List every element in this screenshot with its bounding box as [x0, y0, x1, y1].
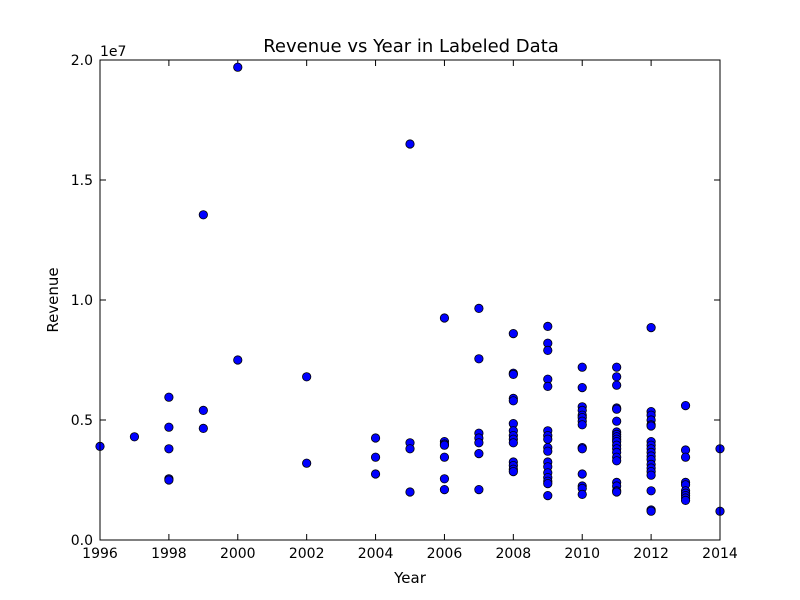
- data-point: [543, 381, 553, 391]
- data-points: [95, 62, 725, 516]
- data-point: [508, 328, 518, 339]
- data-point: [474, 484, 484, 495]
- data-point: [577, 489, 587, 499]
- data-point: [577, 444, 587, 454]
- data-point: [508, 466, 518, 477]
- data-point: [405, 139, 415, 149]
- data-point: [612, 372, 622, 382]
- data-point: [439, 474, 450, 484]
- x-axis-label: Year: [393, 569, 427, 587]
- data-point: [439, 313, 450, 323]
- data-point: [577, 420, 587, 430]
- data-point: [164, 392, 174, 402]
- data-point: [439, 452, 450, 462]
- data-point: [543, 490, 553, 501]
- x-tick-label: 2006: [427, 546, 463, 562]
- data-point: [543, 434, 553, 444]
- data-point: [474, 438, 484, 448]
- data-point: [612, 456, 622, 466]
- x-tick-label: 2010: [564, 546, 600, 562]
- data-point: [198, 210, 208, 220]
- x-tick-label: 2002: [289, 546, 325, 562]
- data-point: [439, 440, 450, 450]
- data-point: [543, 345, 553, 355]
- data-point: [164, 422, 174, 432]
- data-point: [577, 362, 587, 372]
- data-point: [233, 355, 243, 365]
- data-point: [577, 469, 587, 479]
- data-point: [405, 487, 415, 497]
- y-axis-label: Revenue: [44, 267, 62, 332]
- x-tick-label: 2008: [496, 546, 532, 562]
- data-point: [577, 382, 587, 393]
- data-point: [370, 433, 381, 443]
- axis-ticks: [99, 59, 721, 541]
- data-point: [646, 421, 656, 431]
- data-point: [129, 432, 140, 442]
- y-tick-label: 1.0: [71, 293, 93, 309]
- data-point: [302, 372, 312, 382]
- data-point: [612, 380, 622, 390]
- data-point: [233, 62, 243, 72]
- data-point: [680, 495, 691, 505]
- data-point: [370, 469, 381, 479]
- data-point: [612, 404, 622, 414]
- y-tick-label: 2.0: [71, 53, 93, 69]
- data-point: [474, 303, 484, 313]
- x-tick-label: 1996: [82, 546, 118, 562]
- data-point: [439, 484, 450, 495]
- data-point: [680, 452, 691, 462]
- data-point: [646, 506, 656, 516]
- data-point: [646, 322, 656, 333]
- data-point: [198, 405, 208, 415]
- data-point: [612, 362, 622, 372]
- x-tick-label: 2014: [702, 546, 738, 562]
- data-point: [646, 486, 656, 496]
- data-point: [164, 444, 174, 454]
- data-point: [508, 369, 518, 379]
- data-point: [680, 400, 691, 411]
- data-point: [508, 396, 518, 406]
- data-point: [474, 448, 484, 459]
- x-tick-label: 2004: [358, 546, 394, 562]
- y-tick-label: 1.5: [71, 173, 93, 189]
- x-tick-label: 1998: [151, 546, 187, 562]
- data-point: [543, 446, 553, 456]
- data-point: [612, 416, 622, 426]
- data-point: [508, 438, 518, 448]
- y-tick-label: 0.0: [71, 533, 93, 549]
- tick-labels: 1996 1998 2000 2002 2004 2006 2008 2010 2012 2014…: [71, 53, 738, 562]
- y-offset-label: 1e7: [100, 44, 126, 60]
- chart-title: Revenue vs Year in Labeled Data: [263, 36, 559, 57]
- x-tick-label: 2000: [220, 546, 256, 562]
- data-point: [543, 478, 553, 489]
- data-point: [198, 423, 208, 433]
- data-point: [474, 354, 484, 364]
- y-tick-label: 0.5: [71, 413, 93, 429]
- plot-frame: [99, 59, 721, 541]
- data-point: [612, 487, 622, 497]
- x-tick-label: 2012: [633, 546, 669, 562]
- data-point: [164, 475, 174, 485]
- data-point: [646, 470, 656, 480]
- data-point: [370, 452, 381, 462]
- data-point: [543, 321, 553, 331]
- data-point: [405, 444, 415, 454]
- data-point: [302, 458, 312, 468]
